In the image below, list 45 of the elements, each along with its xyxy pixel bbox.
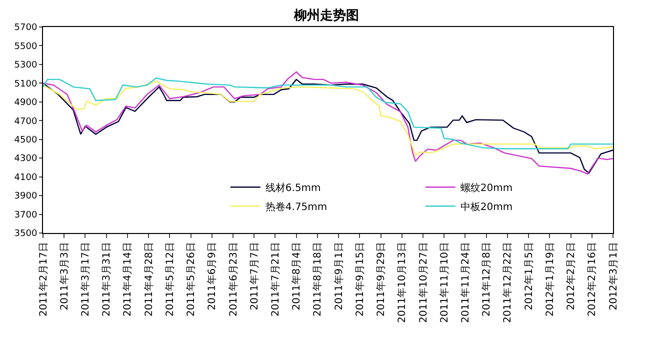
x-tick-label: 2011年10月13日 <box>396 242 408 323</box>
x-tick-label: 2011年11月10日 <box>438 242 450 323</box>
x-tick-label: 2011年10月27日 <box>417 242 430 323</box>
y-tick-label: 3900 <box>14 192 38 202</box>
legend-label: 中板20mm <box>460 201 513 214</box>
x-tick-label: 2011年6月9日 <box>206 242 218 310</box>
legend-label: 热卷4.75mm <box>265 201 328 214</box>
x-tick-label: 2011年7月21日 <box>269 242 282 317</box>
y-tick-label: 4500 <box>14 136 38 146</box>
y-tick-label: 4700 <box>14 116 38 127</box>
x-tick-label: 2012年2月2日 <box>565 242 578 310</box>
x-tick-label: 2012年1月19日 <box>544 242 556 317</box>
x-tick-label: 2011年9月1日 <box>332 242 345 310</box>
x-tick-label: 2011年3月3日 <box>58 242 70 310</box>
x-tick-label: 2011年4月28日 <box>142 242 155 317</box>
x-tick-label: 2011年8月18日 <box>312 242 324 317</box>
x-tick-label: 2011年2月17日 <box>37 242 50 317</box>
x-tick-label: 2011年3月31日 <box>100 242 113 317</box>
legend-label: 螺纹20mm <box>460 182 513 194</box>
legend-label: 线材6.5mm <box>265 182 321 194</box>
x-tick-label: 2011年12月22日 <box>502 242 514 323</box>
y-tick-label: 5100 <box>14 79 38 90</box>
y-tick-label: 5700 <box>14 23 38 34</box>
x-tick-label: 2011年9月29日 <box>375 242 388 317</box>
x-tick-label: 2011年3月17日 <box>79 242 92 317</box>
x-tick-label: 2011年4月14日 <box>122 242 134 317</box>
x-tick-label: 2011年7月7日 <box>248 242 260 310</box>
x-tick-label: 2011年6月23日 <box>227 242 240 317</box>
y-tick-label: 3500 <box>14 229 38 240</box>
y-tick-label: 4900 <box>14 98 38 108</box>
x-tick-label: 2011年12月8日 <box>480 242 493 317</box>
x-tick-label: 2011年8月4日 <box>290 242 303 310</box>
y-tick-label: 4100 <box>14 172 38 183</box>
x-tick-label: 2011年5月26日 <box>185 242 198 317</box>
x-tick-label: 2011年9月15日 <box>354 242 366 317</box>
y-tick-label: 3700 <box>14 210 38 220</box>
x-tick-label: 2011年5月12日 <box>164 242 176 317</box>
y-tick-label: 4300 <box>14 154 38 164</box>
x-tick-label: 2012年1月5日 <box>522 242 535 310</box>
x-tick-label: 2012年2月16日 <box>586 242 598 317</box>
chart-title: 柳州走势图 <box>293 7 359 24</box>
y-tick-label: 5500 <box>14 42 38 52</box>
x-tick-label: 2011年11月24日 <box>459 242 472 323</box>
y-tick-label: 5300 <box>14 60 38 71</box>
x-tick-label: 2012年3月1日 <box>607 242 620 310</box>
